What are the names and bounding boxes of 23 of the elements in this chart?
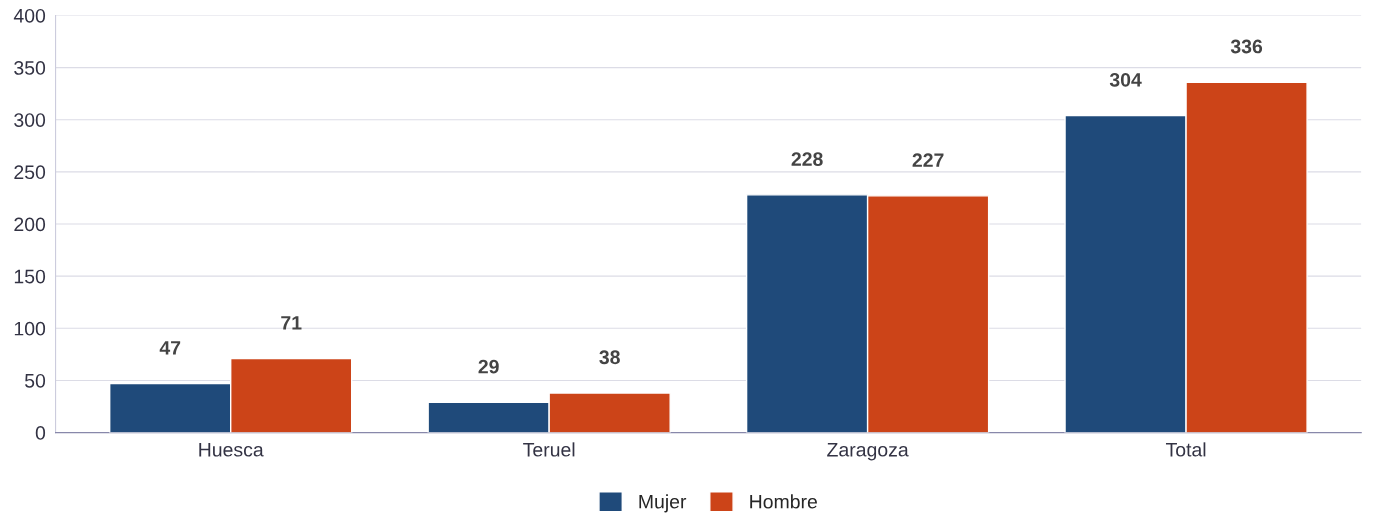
y-tick-label: 400 (13, 8, 46, 23)
y-tick-label: 50 (24, 373, 46, 388)
data-label: 47 (159, 341, 181, 355)
y-tick-label: 0 (35, 426, 46, 440)
legend-label: Hombre (750, 494, 817, 509)
data-label: 29 (478, 359, 499, 374)
data-label: 38 (599, 350, 620, 365)
y-tick-label: 150 (14, 269, 46, 284)
legend-label: Mujer (639, 494, 687, 513)
x-tick-label: Huesca (199, 443, 264, 457)
y-tick-label: 100 (14, 321, 46, 336)
data-label: 227 (912, 153, 944, 167)
x-tick-label: Zaragoza (827, 443, 909, 461)
y-tick-label: 350 (14, 61, 46, 75)
y-tick-label: 300 (14, 113, 46, 127)
y-tick-label: 250 (14, 165, 46, 180)
data-label: 336 (1230, 39, 1263, 54)
x-tick-label: Total (1165, 442, 1206, 457)
data-label: 71 (281, 316, 302, 330)
data-label: 304 (1109, 72, 1142, 87)
x-tick-label: Teruel (523, 442, 575, 457)
y-tick-label: 200 (14, 217, 46, 232)
data-label: 228 (791, 152, 823, 166)
